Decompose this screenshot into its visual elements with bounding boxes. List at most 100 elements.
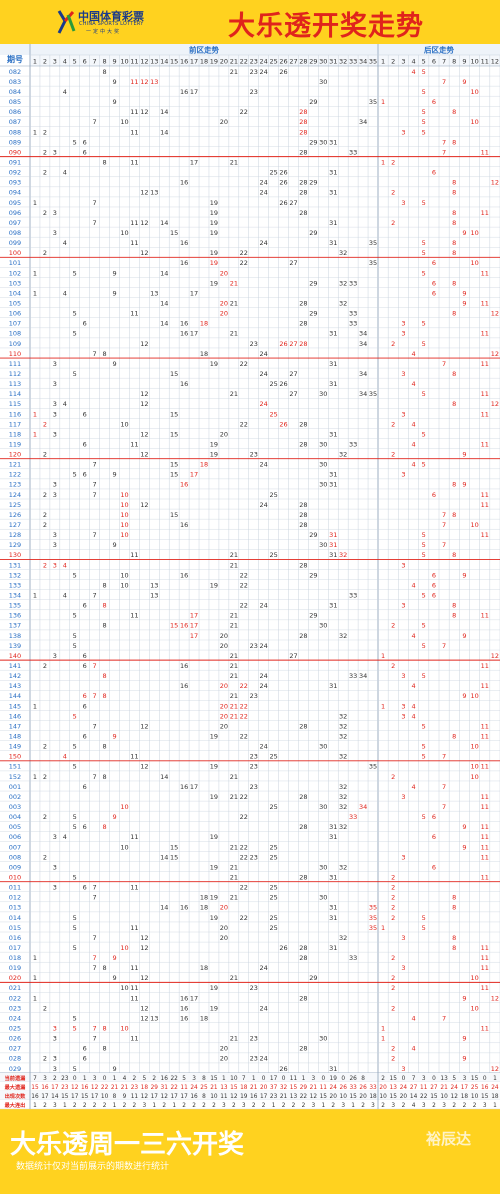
front-number: 31 bbox=[329, 219, 337, 227]
back-number: 11 bbox=[481, 390, 489, 398]
front-number: 22 bbox=[240, 712, 248, 720]
front-number: 24 bbox=[260, 179, 268, 187]
front-column-number: 25 bbox=[269, 58, 277, 66]
front-number: 10 bbox=[120, 501, 128, 509]
back-number: 3 bbox=[401, 199, 405, 207]
front-number: 33 bbox=[349, 672, 357, 680]
back-number: 2 bbox=[391, 1045, 395, 1053]
front-number: 28 bbox=[299, 994, 307, 1002]
back-number: 8 bbox=[452, 279, 456, 287]
back-number: 11 bbox=[481, 501, 489, 509]
front-number: 10 bbox=[120, 944, 128, 952]
stats-value: 16 bbox=[81, 1085, 89, 1091]
logo-text-cn: 中国体育彩票 bbox=[78, 10, 144, 23]
front-number: 19 bbox=[210, 451, 218, 459]
back-number: 10 bbox=[470, 974, 478, 982]
stats-value: 2 bbox=[43, 1103, 47, 1109]
stats-value: 14 bbox=[410, 1094, 418, 1100]
front-number: 24 bbox=[260, 370, 268, 378]
back-number: 5 bbox=[422, 269, 426, 277]
period-label: 119 bbox=[9, 440, 21, 448]
back-number: 2 bbox=[391, 159, 395, 167]
back-number: 10 bbox=[470, 773, 478, 781]
front-number: 1 bbox=[33, 954, 37, 962]
back-number: 7 bbox=[442, 783, 446, 791]
front-number: 11 bbox=[130, 833, 138, 841]
front-number: 3 bbox=[53, 541, 57, 549]
front-number: 15 bbox=[170, 843, 178, 851]
front-number: 16 bbox=[180, 380, 188, 388]
front-number: 24 bbox=[260, 1055, 268, 1063]
front-number: 5 bbox=[73, 813, 77, 821]
front-number: 28 bbox=[299, 873, 307, 881]
front-number: 24 bbox=[260, 672, 268, 680]
front-number: 18 bbox=[200, 320, 208, 328]
front-number: 25 bbox=[269, 380, 277, 388]
stats-value: 1 bbox=[272, 1103, 276, 1109]
back-number: 9 bbox=[462, 451, 466, 459]
front-number: 4 bbox=[63, 753, 67, 761]
header: 中国体育彩票 CHINA SPORTS LOTTERY 一定中大奖 大乐透开奖走… bbox=[0, 0, 500, 44]
stats-value: 10 bbox=[230, 1076, 238, 1082]
front-number: 22 bbox=[240, 732, 248, 740]
back-number: 5 bbox=[422, 68, 426, 76]
front-number: 7 bbox=[93, 350, 97, 358]
front-area-header: 前区走势 bbox=[189, 45, 219, 55]
back-number: 12 bbox=[491, 400, 499, 408]
front-number: 5 bbox=[73, 642, 77, 650]
back-number: 11 bbox=[481, 531, 489, 539]
front-number: 8 bbox=[103, 622, 107, 630]
front-number: 16 bbox=[180, 481, 188, 489]
stats-value: 1 bbox=[321, 1103, 325, 1109]
front-number: 31 bbox=[329, 360, 337, 368]
front-number: 32 bbox=[339, 722, 347, 730]
front-number: 27 bbox=[289, 340, 297, 348]
stats-value: 18 bbox=[240, 1085, 248, 1091]
stats-value: 2 bbox=[232, 1103, 236, 1109]
front-number: 33 bbox=[349, 148, 357, 156]
stats-value: 12 bbox=[451, 1094, 459, 1100]
back-number: 8 bbox=[452, 732, 456, 740]
period-label: 099 bbox=[9, 239, 21, 247]
period-label: 014 bbox=[9, 914, 21, 922]
period-label: 150 bbox=[9, 753, 21, 761]
front-number: 8 bbox=[103, 672, 107, 680]
back-number: 5 bbox=[422, 622, 426, 630]
front-column-number: 4 bbox=[63, 58, 67, 66]
stats-value: 2 bbox=[133, 1076, 137, 1082]
front-number: 33 bbox=[349, 954, 357, 962]
stats-value: 12 bbox=[230, 1094, 238, 1100]
back-column-number: 3 bbox=[401, 58, 405, 66]
back-number: 7 bbox=[442, 753, 446, 761]
period-label: 097 bbox=[9, 219, 21, 227]
front-number: 13 bbox=[150, 189, 158, 197]
stats-value: 19 bbox=[330, 1076, 338, 1082]
front-number: 9 bbox=[112, 541, 116, 549]
back-number: 11 bbox=[481, 944, 489, 952]
back-number: 3 bbox=[401, 370, 405, 378]
front-number: 7 bbox=[93, 662, 97, 670]
stats-value: 11 bbox=[420, 1085, 428, 1091]
footer: 大乐透周一三六开奖 数据统计仅对当前展示的期数进行统计 裕辰达 bbox=[0, 1117, 500, 1194]
front-number: 2 bbox=[43, 209, 47, 217]
back-column-number: 8 bbox=[452, 58, 456, 66]
back-number: 2 bbox=[391, 189, 395, 197]
front-number: 6 bbox=[83, 320, 87, 328]
back-number: 5 bbox=[422, 128, 426, 136]
front-number: 6 bbox=[83, 440, 87, 448]
stats-value: 15 bbox=[349, 1094, 357, 1100]
front-number: 27 bbox=[289, 259, 297, 267]
stats-value: 0 bbox=[103, 1076, 107, 1082]
back-number: 5 bbox=[422, 924, 426, 932]
back-number: 2 bbox=[391, 894, 395, 902]
period-label: 024 bbox=[9, 1014, 21, 1022]
back-number: 4 bbox=[412, 632, 416, 640]
period-label: 142 bbox=[9, 672, 21, 680]
front-number: 2 bbox=[43, 521, 47, 529]
front-number: 31 bbox=[329, 833, 337, 841]
period-label: 104 bbox=[9, 289, 21, 297]
back-number: 1 bbox=[381, 98, 385, 106]
front-number: 21 bbox=[230, 773, 238, 781]
front-number: 4 bbox=[63, 289, 67, 297]
